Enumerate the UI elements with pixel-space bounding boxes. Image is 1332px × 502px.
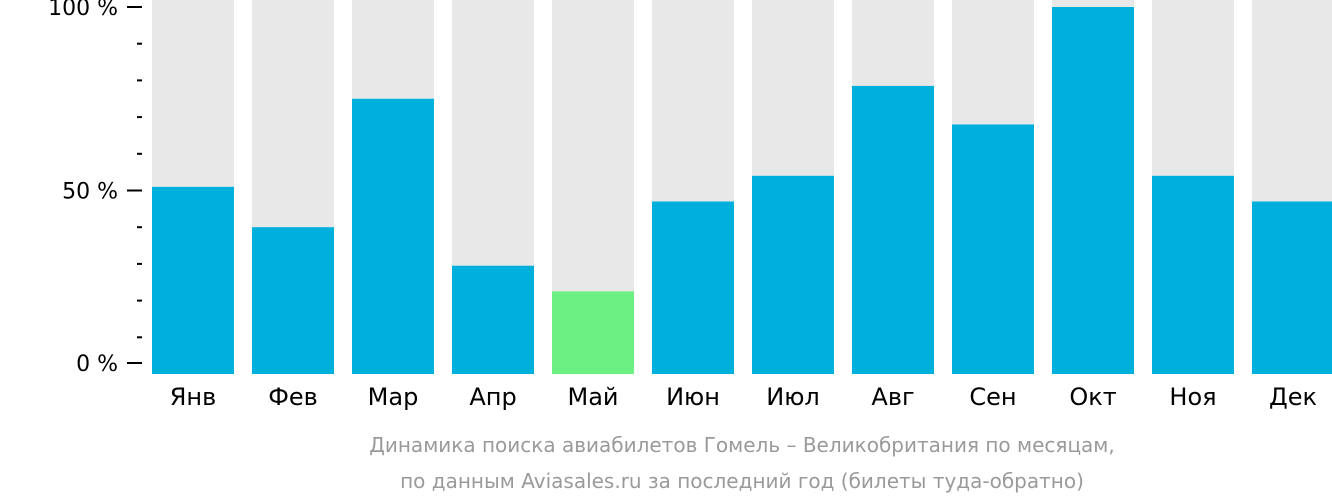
category-label: Апр	[469, 383, 516, 411]
bar-7	[752, 175, 834, 374]
bar-6	[652, 201, 734, 374]
category-label: Фев	[268, 383, 318, 411]
bar-2	[252, 227, 334, 374]
bar-1	[152, 186, 234, 374]
x-axis-labels: Янв Фев Мар Апр Май Июн Июл Авг Сен Окт Ноя Дек	[170, 383, 1317, 411]
y-tick-label: 0 %	[76, 352, 118, 377]
y-axis: 0 % 50 % 100 %	[48, 0, 142, 377]
category-label: Мар	[368, 383, 419, 411]
category-label: Июл	[766, 383, 820, 411]
bar-9	[952, 124, 1034, 374]
caption-line-1: Динамика поиска авиабилетов Гомель – Вел…	[369, 433, 1115, 457]
bar-12	[1252, 201, 1332, 374]
category-label: Дек	[1269, 383, 1317, 411]
y-tick-label: 50 %	[62, 180, 118, 205]
bar-5	[552, 291, 634, 374]
category-label: Июн	[666, 383, 720, 411]
bar-10	[1052, 7, 1134, 374]
y-tick-label: 100 %	[48, 0, 118, 21]
bar-4	[452, 265, 534, 374]
bar-3	[352, 98, 434, 374]
caption-line-2: по данным Aviasales.ru за последний год …	[400, 469, 1084, 493]
data-bars	[152, 7, 1332, 374]
category-label: Авг	[871, 383, 914, 411]
category-label: Май	[567, 383, 618, 411]
bar-8	[852, 85, 934, 374]
category-label: Окт	[1069, 383, 1116, 411]
category-label: Сен	[969, 383, 1016, 411]
bar-11	[1152, 175, 1234, 374]
category-label: Ноя	[1169, 383, 1216, 411]
category-label: Янв	[170, 383, 217, 411]
